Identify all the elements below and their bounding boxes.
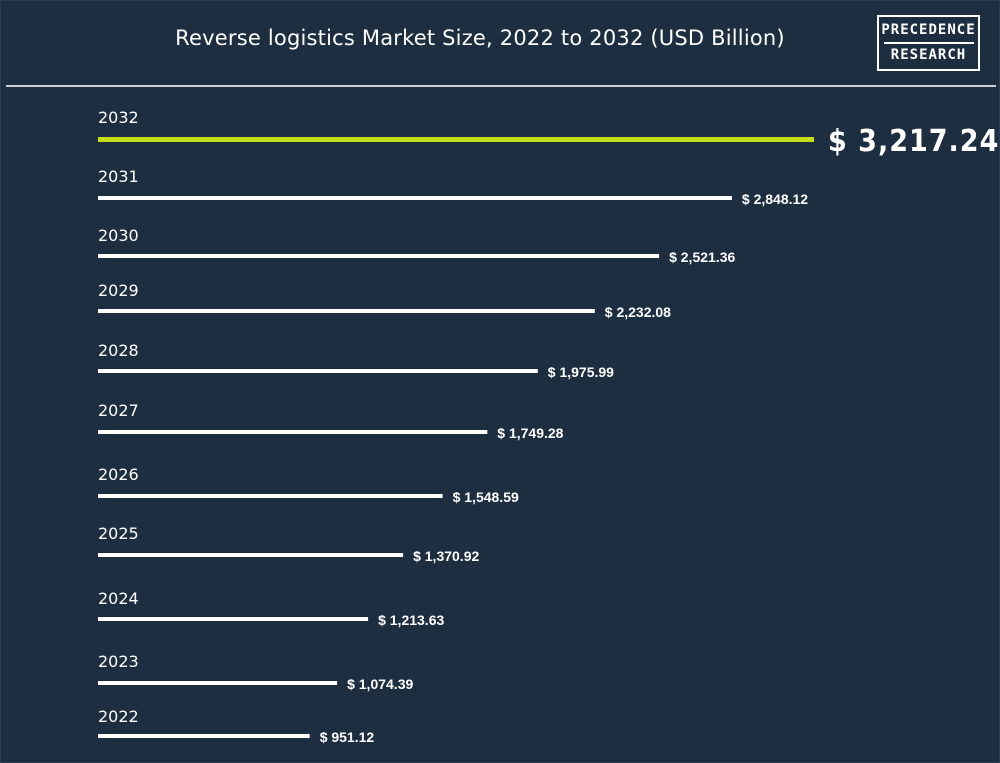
header-separator: [6, 85, 996, 87]
logo-text-top: PRECEDENCE: [881, 22, 976, 38]
bar-2023: [98, 681, 338, 685]
logo-text-bottom: RESEARCH: [890, 47, 967, 63]
value-label-2024: $ 1,213.63: [378, 612, 444, 628]
chart-title: Reverse logistics Market Size, 2022 to 2…: [175, 26, 785, 50]
value-label-2027: $ 1,749.28: [497, 425, 563, 441]
value-label-2028: $ 1,975.99: [548, 364, 614, 380]
value-label-2026: $ 1,548.59: [453, 489, 519, 505]
year-label-2030: 2030: [98, 226, 139, 245]
bar-2032: [98, 137, 814, 142]
logo-divider: [883, 42, 974, 44]
year-label-2029: 2029: [98, 281, 139, 300]
value-label-2029: $ 2,232.08: [605, 304, 671, 320]
value-label-2030: $ 2,521.36: [669, 249, 735, 265]
value-label-2031: $ 2,848.12: [742, 191, 808, 207]
year-label-2028: 2028: [98, 341, 139, 360]
precedence-research-logo: PRECEDENCE RESEARCH: [877, 15, 980, 71]
bar-2022: [98, 734, 310, 738]
year-label-2027: 2027: [98, 401, 139, 420]
bar-2031: [98, 196, 732, 200]
year-label-2025: 2025: [98, 524, 139, 543]
value-label-2032: $ 3,217.24: [828, 124, 999, 159]
year-label-2024: 2024: [98, 589, 139, 608]
year-label-2022: 2022: [98, 707, 139, 726]
value-label-2022: $ 951.12: [320, 729, 375, 745]
bar-2024: [98, 617, 369, 621]
bar-2028: [98, 369, 538, 373]
value-label-2023: $ 1,074.39: [347, 676, 413, 692]
bar-2027: [98, 430, 488, 434]
year-label-2026: 2026: [98, 465, 139, 484]
bar-2025: [98, 553, 404, 557]
year-label-2031: 2031: [98, 167, 139, 186]
year-label-2032: 2032: [98, 108, 139, 127]
bar-2026: [98, 494, 443, 498]
year-label-2023: 2023: [98, 652, 139, 671]
bar-2029: [98, 309, 595, 313]
value-label-2025: $ 1,370.92: [413, 548, 479, 564]
bar-2030: [98, 254, 660, 258]
